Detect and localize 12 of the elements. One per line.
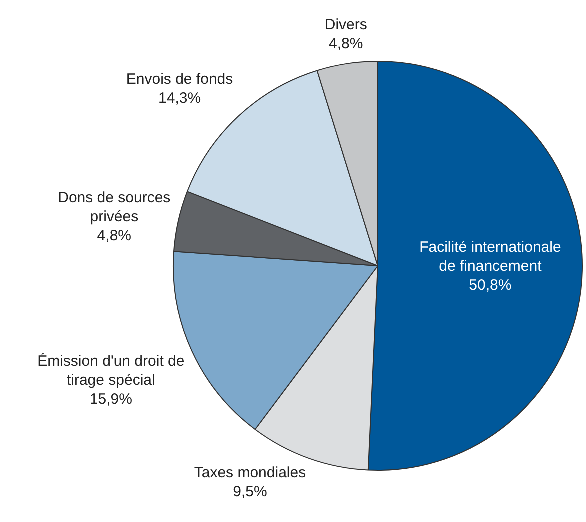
data-label: 4,8% xyxy=(329,36,364,53)
data-label: 9,5% xyxy=(233,484,268,501)
slice-label: Facilité internationale de financement xyxy=(420,238,562,275)
data-label: 4,8% xyxy=(97,228,132,245)
data-label: 15,9% xyxy=(90,390,132,408)
slice-label: Divers xyxy=(324,16,368,34)
data-label: 50,8% xyxy=(469,276,512,294)
slice-label: Taxes mondiales xyxy=(194,464,306,482)
data-label: 14,3% xyxy=(158,90,202,108)
slice-label: Envois de fonds xyxy=(126,71,234,88)
slice-label: Émission d'un droit de tirage spécial xyxy=(38,352,185,389)
slice-label: Dons de sources privées xyxy=(58,190,171,226)
